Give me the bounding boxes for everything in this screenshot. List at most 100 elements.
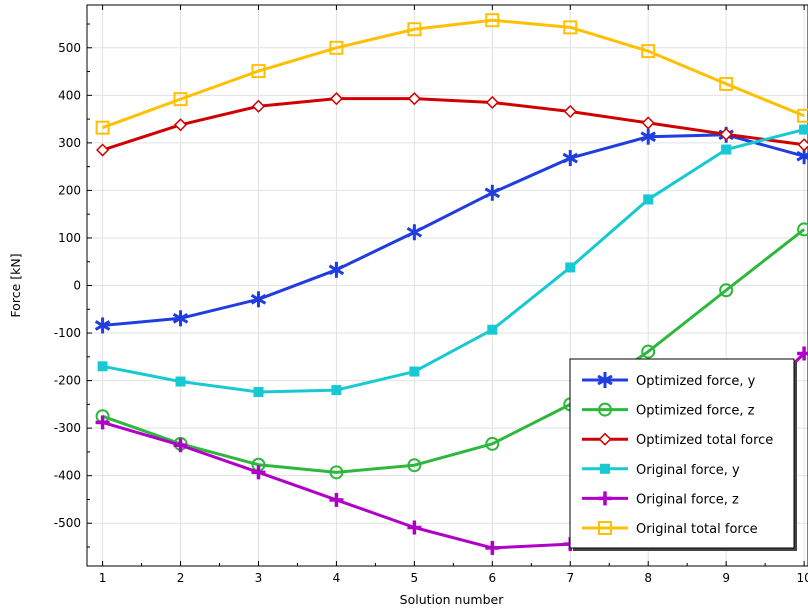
legend-swatch-marker [600,463,610,474]
data-point-stroke [94,320,111,331]
data-point [331,385,342,396]
data-point [173,118,188,132]
data-point [719,127,733,141]
x-tick-label: 10 [796,571,808,585]
y-tick-label: 200 [58,183,81,197]
data-point [641,44,656,59]
data-point [250,291,267,308]
legend-swatch-marker [597,372,613,388]
data-point [407,520,422,535]
data-point [409,366,420,377]
x-tick-label: 6 [488,571,496,585]
data-point [563,20,578,35]
data-point [797,108,808,123]
y-tick-label: -100 [54,326,81,340]
x-tick-label: 4 [333,571,341,585]
legend-item: Original force, z [582,491,739,507]
data-point [721,144,732,155]
data-point-stroke [796,152,808,162]
data-point [797,346,808,361]
data-point [485,13,500,28]
data-point-stroke [328,264,345,276]
data-point [253,386,264,397]
data-point [719,76,734,91]
data-point [641,344,656,359]
data-point-stroke [250,293,267,305]
data-point-stroke [172,313,189,324]
x-tick-label: 3 [255,571,263,585]
series-0 [94,126,808,334]
legend-label: Optimized force, y [636,374,756,389]
legend-swatch-marker [598,402,612,417]
data-point [562,150,578,167]
data-point [485,540,500,555]
data-point [94,317,111,334]
legend-item: Optimized total force [582,432,773,448]
data-point [95,415,110,430]
series-1 [95,222,808,480]
series-line [102,128,805,394]
data-point [407,92,421,106]
data-point [797,222,808,237]
y-tick-label: -500 [54,516,81,530]
data-point [251,99,266,113]
data-point [719,283,734,298]
legend: Optimized force, y Optimized force, z Opti… [569,358,797,551]
x-tick-label: 7 [566,571,574,585]
y-tick-label: -400 [54,469,81,483]
axis-ticks: 1 2 3 4 5 6 7 8 9 10 -500 -400 -300 -200 -100 0 100 200 30… [54,5,808,585]
data-point [484,184,501,201]
data-point [563,104,577,119]
data-point [329,40,344,55]
data-point [328,261,345,278]
series-line [102,18,805,130]
legend-label: Optimized total force [636,433,773,448]
data-point [173,438,188,453]
series-line [102,133,805,327]
data-point [797,138,808,152]
x-tick-label: 2 [177,571,185,585]
legend-label: Original total force [636,522,758,537]
data-point-stroke [562,152,578,164]
legend-label: Original force, y [636,463,740,478]
data-point [643,194,654,205]
y-tick-label: -200 [54,374,81,388]
y-axis-title: Force [kN] [8,253,23,317]
series-line [102,97,805,152]
y-tick-label: -300 [54,421,81,435]
y-tick-label: 300 [58,136,81,150]
data-point [175,376,186,387]
data-point [97,361,108,372]
legend-item: Original force, y [582,463,740,478]
legend-item: Original total force [582,521,758,537]
data-point [407,458,422,473]
data-point-stroke [640,131,656,142]
y-tick-label: 400 [58,88,81,102]
series-3 [97,124,808,397]
y-tick-label: 0 [73,279,81,293]
data-point [641,116,655,130]
legend-swatch-marker [598,521,612,535]
data-point [96,143,110,157]
data-point [329,92,343,106]
series-line [102,228,806,474]
series-5 [95,13,808,135]
data-point [172,310,189,327]
data-point [251,465,266,480]
x-tick-label: 1 [99,571,107,585]
series-layer [94,13,808,555]
data-point-stroke [484,187,501,199]
y-tick-label: 500 [58,41,81,55]
data-point [640,128,656,145]
series-2 [96,92,808,157]
data-point [329,492,344,507]
legend-item: Optimized force, z [582,402,755,419]
legend-label: Original force, z [636,492,739,507]
data-point [799,124,808,135]
data-point [95,120,110,135]
data-point [329,465,344,480]
x-tick-label: 8 [644,571,652,585]
data-point [407,22,422,37]
data-point [173,92,188,107]
data-point [485,436,500,451]
